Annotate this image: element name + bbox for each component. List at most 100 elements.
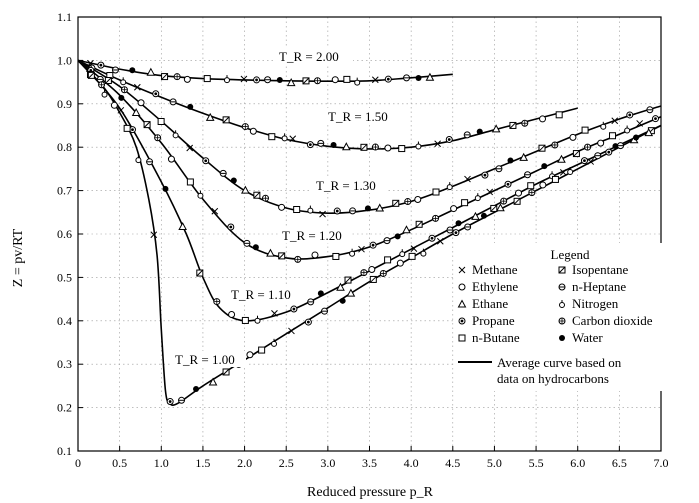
square-marker bbox=[293, 206, 301, 214]
x-mark-marker bbox=[559, 169, 567, 176]
dotted-circle-marker bbox=[452, 229, 460, 237]
tick-circle-marker bbox=[307, 205, 314, 214]
square-marker bbox=[258, 346, 266, 354]
x-mark-marker bbox=[611, 117, 619, 125]
crossed-square-marker bbox=[253, 191, 261, 199]
triangle-marker bbox=[178, 221, 187, 231]
tick-circle-marker bbox=[474, 193, 481, 202]
filled-circle-marker bbox=[541, 163, 548, 170]
dotted-circle-marker bbox=[428, 234, 436, 242]
triangle-marker bbox=[402, 225, 411, 234]
x-mark-marker bbox=[464, 175, 471, 183]
x-mark-marker bbox=[319, 210, 326, 218]
dotted-circle-marker bbox=[304, 318, 312, 326]
filled-circle-marker bbox=[507, 157, 514, 164]
square-marker bbox=[458, 334, 466, 342]
triangle-marker bbox=[557, 154, 566, 163]
x-tick-label: 5.0 bbox=[487, 456, 502, 470]
minus-circle-marker bbox=[111, 66, 119, 74]
tick-circle-marker bbox=[271, 338, 278, 347]
open-circle-marker bbox=[539, 115, 547, 123]
legend-item-label: n-Heptane bbox=[572, 279, 626, 294]
data-markers bbox=[85, 59, 659, 406]
curve-line bbox=[77, 59, 662, 322]
x-tick-label: 4.5 bbox=[445, 456, 460, 470]
tick-circle-marker bbox=[559, 300, 565, 308]
square-marker bbox=[398, 145, 406, 153]
cross-circle-marker bbox=[294, 255, 302, 263]
dotted-circle-marker bbox=[290, 305, 298, 313]
x-tick-label: 2.5 bbox=[279, 456, 294, 470]
filled-circle-marker bbox=[339, 297, 346, 304]
cross-circle-marker bbox=[584, 143, 592, 151]
tick-circle-marker bbox=[223, 75, 230, 84]
legend-item-label: Isopentane bbox=[572, 262, 629, 277]
tick-circle-marker bbox=[600, 121, 607, 130]
dotted-circle-marker bbox=[458, 317, 466, 325]
crossed-square-marker bbox=[369, 275, 377, 283]
dotted-circle-marker bbox=[128, 126, 136, 134]
legend-item-label: Water bbox=[572, 330, 603, 345]
y-tick-label: 0.7 bbox=[57, 184, 72, 198]
square-marker bbox=[157, 117, 165, 125]
dotted-circle-marker bbox=[253, 76, 261, 84]
triangle-marker bbox=[241, 185, 250, 194]
legend-item-label: Nitrogen bbox=[572, 296, 619, 311]
dotted-circle-marker bbox=[333, 207, 341, 215]
crossed-square-marker bbox=[538, 144, 546, 152]
triangle-marker bbox=[336, 282, 345, 291]
y-tick-label: 1.1 bbox=[57, 10, 72, 24]
minus-circle-marker bbox=[594, 152, 602, 160]
dotted-circle-marker bbox=[306, 141, 314, 149]
minus-circle-marker bbox=[307, 298, 315, 306]
open-circle-marker bbox=[183, 75, 191, 83]
filled-circle-marker bbox=[364, 205, 371, 212]
dotted-circle-marker bbox=[166, 398, 174, 406]
open-circle-marker bbox=[450, 205, 458, 213]
dotted-circle-marker bbox=[384, 75, 392, 83]
cross-circle-marker bbox=[261, 194, 269, 202]
open-circle-marker bbox=[249, 127, 257, 135]
minus-circle-marker bbox=[349, 207, 357, 215]
triangle-marker bbox=[425, 72, 435, 81]
x-tick-label: 1.5 bbox=[195, 456, 210, 470]
tick-circle-marker bbox=[281, 133, 288, 142]
curve-label-tr-1-50: T_R = 1.50 bbox=[328, 109, 388, 124]
filled-circle-marker bbox=[480, 212, 487, 219]
legend-item-label: Ethylene bbox=[472, 279, 518, 294]
minus-circle-marker bbox=[146, 158, 154, 166]
x-tick-label: 3.0 bbox=[320, 456, 335, 470]
cross-circle-marker bbox=[360, 269, 368, 277]
minus-circle-marker bbox=[495, 165, 503, 173]
cross-circle-marker bbox=[98, 81, 106, 89]
filled-circle-marker bbox=[415, 75, 422, 82]
tick-circle-marker bbox=[420, 248, 427, 257]
cross-circle-marker bbox=[241, 123, 249, 131]
y-tick-label: 0.5 bbox=[57, 270, 72, 284]
crossed-square-marker bbox=[302, 77, 310, 85]
triangle-marker bbox=[131, 108, 141, 117]
tick-circle-marker bbox=[354, 77, 361, 86]
square-marker bbox=[609, 132, 617, 140]
open-circle-marker bbox=[110, 101, 118, 109]
legend-item-label: n-Butane bbox=[472, 330, 520, 345]
x-mark-marker bbox=[358, 245, 365, 253]
y-tick-label: 0.2 bbox=[57, 401, 72, 415]
crossed-square-marker bbox=[222, 116, 230, 124]
x-tick-label: 7.0 bbox=[654, 456, 669, 470]
filled-circle-marker bbox=[455, 220, 462, 227]
square-marker bbox=[581, 126, 589, 134]
cross-circle-marker bbox=[558, 317, 566, 325]
minus-circle-marker bbox=[524, 171, 532, 179]
cross-circle-marker bbox=[521, 119, 529, 127]
cross-circle-marker bbox=[154, 134, 162, 142]
open-circle-marker bbox=[368, 266, 376, 274]
dotted-circle-marker bbox=[626, 111, 634, 119]
square-marker bbox=[203, 75, 211, 83]
cross-circle-marker bbox=[500, 197, 508, 205]
square-marker bbox=[332, 252, 340, 260]
y-tick-label: 0.8 bbox=[57, 140, 72, 154]
x-mark-marker bbox=[410, 245, 418, 253]
square-marker bbox=[123, 124, 131, 132]
